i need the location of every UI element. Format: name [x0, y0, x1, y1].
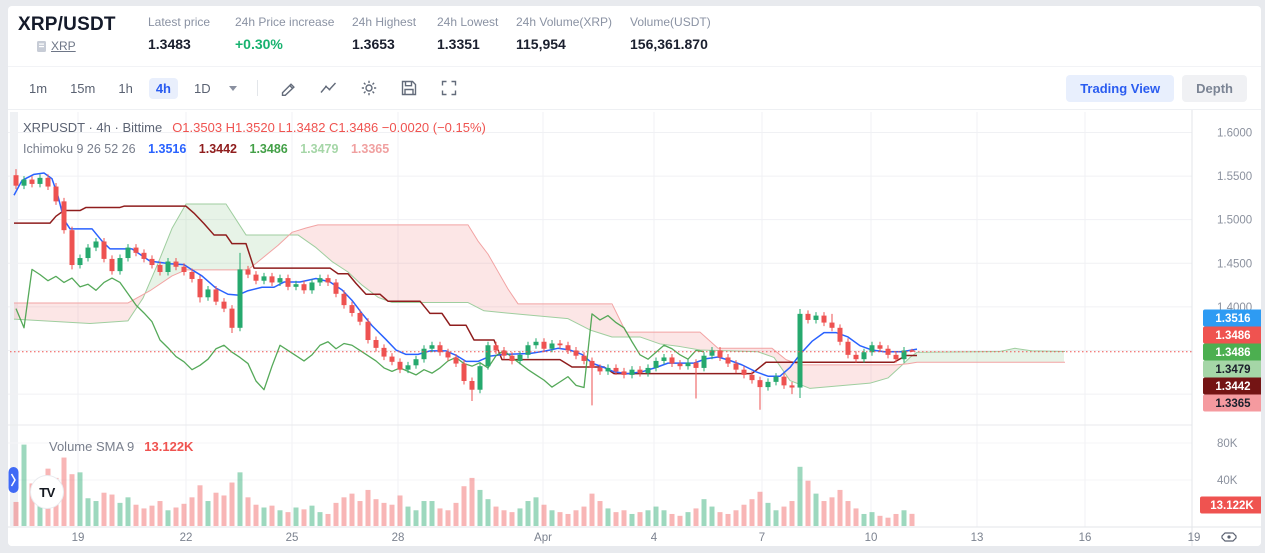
- svg-text:1.3365: 1.3365: [1215, 398, 1251, 410]
- trading-widget: XRP/USDT XRP Latest price 1.3483 24h Pric…: [8, 6, 1261, 546]
- interval-1d[interactable]: 1D: [187, 78, 218, 99]
- ichimoku-senkou-a-value: 1.3479: [300, 142, 339, 156]
- stat-latest-price: Latest price 1.3483: [148, 15, 211, 52]
- ohlc-values: O1.3503 H1.3520 L1.3482 C1.3486 −0.0020 …: [172, 120, 486, 135]
- chevron-down-icon[interactable]: [228, 85, 237, 91]
- svg-text:16: 16: [1079, 532, 1092, 544]
- ichimoku-tenkan-value: 1.3516: [148, 142, 187, 156]
- interval-1m[interactable]: 1m: [22, 78, 54, 99]
- expand-panel-button: [8, 467, 19, 493]
- svg-text:4: 4: [651, 532, 658, 544]
- svg-text:Apr: Apr: [534, 532, 552, 544]
- svg-text:1.5500: 1.5500: [1217, 171, 1252, 183]
- svg-text:TV: TV: [39, 485, 55, 500]
- svg-text:19: 19: [1188, 532, 1201, 544]
- stat-24h-volume-xrp: 24h Volume(XRP) 115,954: [516, 15, 613, 52]
- stat-24h-low: 24h Lowest 1.3351: [437, 15, 499, 52]
- candlestick-chart[interactable]: TV1.60001.55001.50001.45001.400080K40K1.…: [8, 110, 1261, 546]
- svg-text:1.5000: 1.5000: [1217, 215, 1252, 227]
- line-chart-icon: [320, 82, 336, 93]
- fullscreen-button[interactable]: [440, 79, 458, 97]
- svg-text:80K: 80K: [1217, 438, 1238, 450]
- gear-icon: [361, 80, 376, 96]
- fullscreen-icon: [441, 80, 456, 96]
- chart-legend: XRPUSDT · 4h · Bittime O1.3503 H1.3520 L1…: [23, 120, 486, 135]
- ichimoku-legend: Ichimoku 9 26 52 26 1.3516 1.3442 1.3486…: [23, 142, 389, 156]
- svg-text:13.122K: 13.122K: [1210, 500, 1254, 512]
- svg-text:10: 10: [865, 532, 878, 544]
- svg-text:25: 25: [286, 532, 299, 544]
- market-header: XRP/USDT XRP Latest price 1.3483 24h Pric…: [8, 6, 1261, 67]
- save-button[interactable]: [400, 79, 418, 97]
- svg-text:13: 13: [971, 532, 984, 544]
- svg-text:19: 19: [72, 532, 85, 544]
- indicators-button[interactable]: [319, 79, 338, 97]
- stat-24h-high: 24h Highest 1.3653: [352, 15, 417, 52]
- stat-volume-usdt: Volume(USDT) 156,361.870: [630, 15, 711, 52]
- svg-text:7: 7: [759, 532, 765, 544]
- chart-legend-title: XRPUSDT · 4h · Bittime: [23, 120, 163, 135]
- toolbar-divider: [256, 80, 258, 96]
- depth-tab[interactable]: Depth: [1182, 74, 1247, 102]
- svg-text:1.6000: 1.6000: [1217, 127, 1252, 139]
- ichimoku-kijun-value: 1.3442: [198, 142, 238, 156]
- svg-text:1.4500: 1.4500: [1217, 258, 1252, 270]
- svg-text:1.3486: 1.3486: [1215, 347, 1250, 359]
- volume-legend-label: Volume SMA 9: [49, 439, 135, 454]
- interval-4h[interactable]: 4h: [148, 77, 178, 99]
- draw-tool-button[interactable]: [279, 79, 297, 97]
- volume-legend: Volume SMA 9 13.122K: [49, 439, 193, 454]
- asset-doc-icon: [37, 40, 46, 52]
- svg-text:1.3516: 1.3516: [1215, 313, 1250, 325]
- ichimoku-label: Ichimoku 9 26 52 26: [23, 142, 136, 156]
- pair-title: XRP/USDT: [18, 14, 116, 35]
- ichimoku-senkou-b-value: 1.3365: [350, 142, 390, 156]
- asset-link[interactable]: XRP: [51, 39, 76, 53]
- svg-text:22: 22: [180, 532, 193, 544]
- ichimoku-chikou-value: 1.3486: [249, 142, 288, 156]
- volume-sma-value: 13.122K: [144, 439, 194, 454]
- stat-24h-change: 24h Price increase +0.30%: [235, 15, 335, 52]
- chart-toolbar: 1m 15m 1h 4h 1D Trading View Depth: [8, 67, 1261, 110]
- floppy-icon: [401, 80, 416, 96]
- settings-button[interactable]: [360, 79, 378, 97]
- svg-text:1.3486: 1.3486: [1215, 330, 1250, 342]
- pencil-icon: [281, 83, 295, 96]
- svg-text:1.3479: 1.3479: [1215, 364, 1250, 376]
- axis-settings-icon: [1221, 532, 1237, 542]
- trading-view-tab[interactable]: Trading View: [1066, 74, 1175, 102]
- interval-1h[interactable]: 1h: [111, 78, 139, 99]
- svg-text:28: 28: [392, 532, 405, 544]
- svg-text:40K: 40K: [1217, 475, 1238, 487]
- svg-text:1.3442: 1.3442: [1215, 381, 1250, 393]
- chart-area: TV 1.6000 1.5500 1.5000 1.4500 1.4000 80K 40K 1.…: [8, 109, 1261, 546]
- interval-15m[interactable]: 15m: [63, 78, 102, 99]
